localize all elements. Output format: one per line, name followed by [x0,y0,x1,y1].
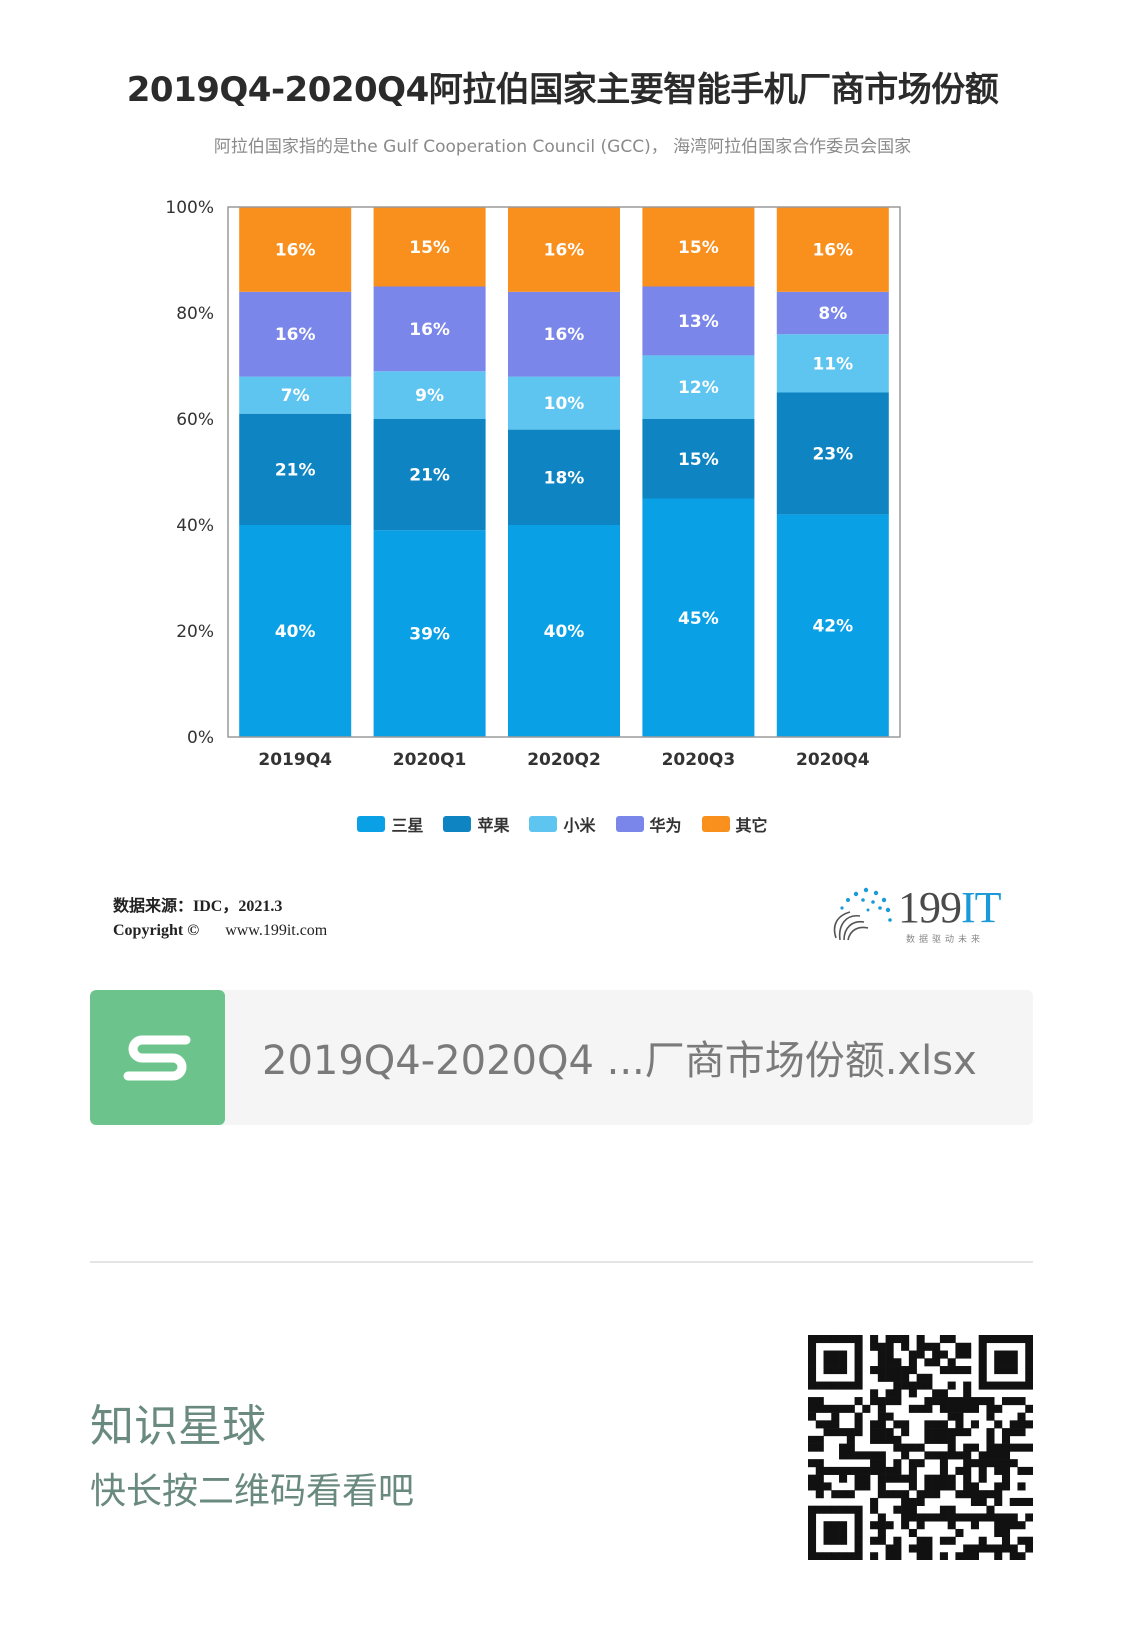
bar-segment [508,291,620,377]
chart-legend: 三星 苹果 小米 华为 其它 [0,812,1125,836]
copyright-line: Copyright © www.199it.com [113,922,327,940]
y-tick-label: 80% [176,304,214,324]
stacked-bar-chart: 40% 21% 7% 16% 16% 39% 21% 9% 16% 15% 40% 18% 10% 16%… [165,198,901,770]
bar-segment [776,291,889,335]
logo-text: 199IT [898,883,1002,932]
data-label: 8% [818,304,847,324]
legend-swatch [701,816,730,832]
bar-segment [776,392,889,515]
copyright-url[interactable]: www.199it.com [225,922,328,939]
chart-title: 2019Q4-2020Q4阿拉伯国家主要智能手机厂商市场份额 [126,70,999,110]
y-tick-label: 100% [165,198,214,218]
199it-logo: 199IT 数据驱动未来 [828,880,1018,950]
data-source: 数据来源：IDC，2021.3 [113,898,283,915]
data-label: 15% [678,238,719,258]
legend-label: 三星 [391,816,424,835]
x-tick-label: 2020Q3 [662,750,736,770]
legend-swatch [615,816,644,832]
bar-segment [373,207,486,287]
data-label: 16% [544,325,585,345]
data-label: 39% [409,625,450,645]
data-label: 13% [678,312,719,332]
bar-segment [642,498,755,737]
plot-frame [227,206,901,738]
y-tick-label: 0% [187,728,214,748]
bar-segment [508,376,620,430]
bar-segment [239,525,352,737]
file-name: 2019Q4-2020Q4 ...厂商市场份额.xlsx [262,1038,977,1084]
data-label: 16% [812,240,853,260]
data-label: 9% [415,386,444,406]
bar-segment [642,286,755,356]
data-label: 40% [544,622,585,642]
bar-segment [508,207,620,292]
data-label: 21% [409,466,450,486]
legend-label: 小米 [563,816,596,835]
bar-segment [373,286,486,372]
promo-subtitle: 快长按二维码看看吧 [90,1471,415,1512]
x-tick-label: 2020Q2 [527,750,601,770]
data-label: 11% [812,354,853,374]
bar-segment [508,525,620,737]
dandelion-logo-icon [833,887,892,941]
data-label: 45% [678,609,719,629]
data-label: 16% [275,325,316,345]
data-label: 16% [275,240,316,260]
data-label: 18% [544,468,585,488]
qr-code[interactable] [808,1335,1033,1560]
legend-label: 其它 [735,816,768,835]
promo-title: 知识星球 [90,1401,266,1452]
bar-segment [776,334,889,393]
legend-label: 苹果 [477,816,510,835]
bar-segment [239,376,352,414]
data-label: 40% [275,622,316,642]
bar-segment [508,429,620,525]
legend-item: 其它 [701,812,768,836]
copyright-label: Copyright © [113,922,200,939]
legend-item: 三星 [357,812,423,836]
bar-segment [239,207,352,292]
bar-segment [239,413,352,525]
bar-segment [776,514,889,737]
data-label: 7% [281,386,310,406]
data-label: 16% [409,320,450,340]
y-tick-label: 20% [176,622,214,642]
bar-segment [642,355,755,419]
bar-segment [373,530,486,737]
file-attachment-card[interactable]: 2019Q4-2020Q4 ...厂商市场份额.xlsx [90,990,1033,1125]
data-label: 16% [544,240,585,260]
legend-swatch [443,816,472,832]
legend-item: 小米 [529,812,596,836]
y-tick-label: 40% [176,516,214,536]
x-tick-label: 2020Q1 [393,750,467,770]
legend-swatch [529,816,558,832]
bar-segment [373,371,486,419]
x-tick-label: 2019Q4 [258,750,332,770]
legend-label: 华为 [649,816,682,835]
chart-subtitle: 阿拉伯国家指的是the Gulf Cooperation Council (GC… [213,137,912,157]
legend-item: 华为 [615,812,682,836]
legend-swatch [357,816,386,832]
y-tick-label: 60% [176,410,214,430]
bars-layer: 40% 21% 7% 16% 16% 39% 21% 9% 16% 15% 40% 18% 10% 16%… [239,207,889,737]
bar-segment [373,419,486,531]
data-label: 15% [678,450,719,470]
axes-layer: 2019Q4 2020Q1 2020Q2 2020Q3 2020Q4 0% 20% 40% 60… [165,198,901,770]
bar-segment [642,419,755,499]
data-label: 15% [409,238,450,258]
data-label: 23% [812,444,853,464]
data-label: 21% [275,460,316,480]
logo-tagline: 数据驱动未来 [906,935,985,945]
spreadsheet-s-icon [90,990,225,1125]
bar-segment [642,207,755,287]
bar-segment [776,207,889,292]
bar-segment [239,291,352,377]
legend-item: 苹果 [443,812,509,836]
data-label: 42% [812,617,853,637]
divider [90,1261,1033,1263]
data-label: 12% [678,378,719,398]
data-label: 10% [544,394,585,414]
x-tick-label: 2020Q4 [796,750,870,770]
